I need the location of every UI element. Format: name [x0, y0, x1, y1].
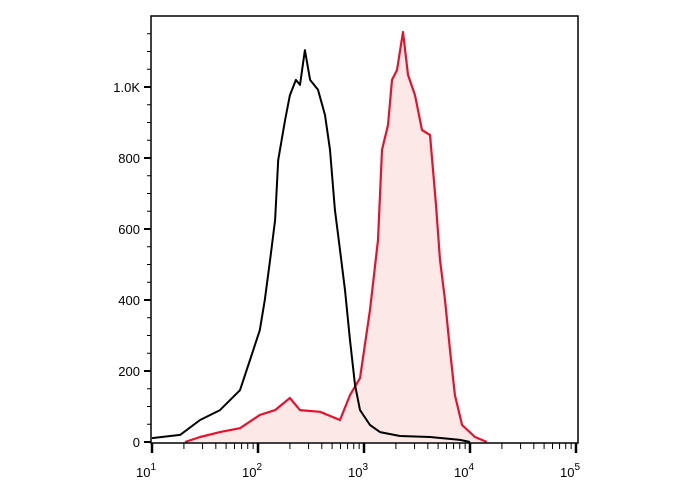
x-tick-exponent: 3 [362, 462, 368, 473]
y-tick-label: 1.0K [113, 80, 140, 95]
x-tick-base: 10 [560, 465, 574, 480]
y-tick-label: 400 [118, 293, 140, 308]
x-tick-base: 10 [348, 465, 362, 480]
x-tick-label: 104 [454, 462, 474, 480]
y-tick-label: 200 [118, 364, 140, 379]
y-tick-label: 800 [118, 151, 140, 166]
x-tick-base: 10 [454, 465, 468, 480]
x-tick-base: 10 [136, 465, 150, 480]
x-tick-label: 101 [136, 462, 156, 480]
x-tick-base: 10 [242, 465, 256, 480]
series-0-line [151, 49, 471, 443]
x-tick-exponent: 5 [574, 462, 580, 473]
x-tick-label: 103 [348, 462, 368, 480]
x-tick-label: 102 [242, 462, 262, 480]
y-tick-label: 0 [133, 435, 140, 450]
series-1-line [184, 30, 488, 444]
x-tick-exponent: 4 [468, 462, 474, 473]
x-tick-exponent: 1 [150, 462, 156, 473]
x-tick-exponent: 2 [256, 462, 262, 473]
series-layer [151, 30, 488, 444]
y-tick-label: 600 [118, 222, 140, 237]
x-tick-label: 105 [560, 462, 580, 480]
series-1-fill [185, 32, 487, 442]
